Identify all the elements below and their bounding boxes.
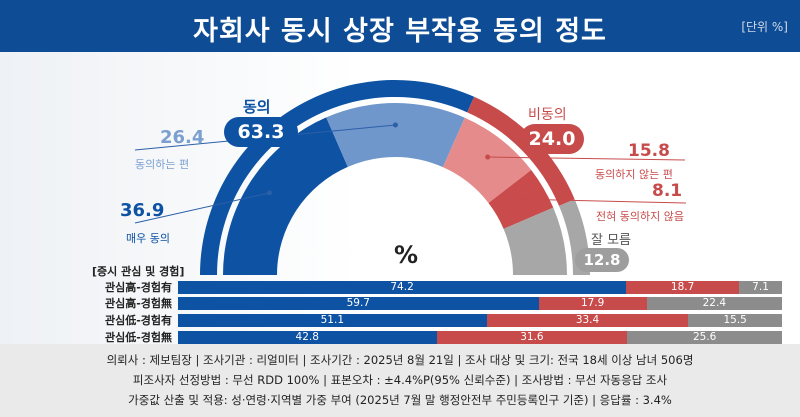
seg-agree: 74.2: [178, 281, 627, 294]
disagree-somewhat-label: 동의하지 않는 편: [595, 168, 673, 181]
seg-dontknow: 7.1: [739, 281, 782, 294]
dontknow-label: 잘 모름: [591, 233, 632, 248]
dontknow-value: 12.8: [575, 248, 629, 272]
seg-agree: 42.8: [178, 331, 437, 344]
seg-disagree: 31.6: [436, 331, 628, 344]
disagree-total-label: 비동의: [528, 107, 567, 123]
agree-strong-label: 매우 동의: [126, 232, 170, 245]
header-banner: 자회사 동시 상장 부작용 동의 정도 [단위 %]: [0, 0, 800, 52]
chart-panel: [0, 52, 800, 344]
agree-total-value: 63.3: [224, 117, 298, 147]
slice-disagree-strong: [488, 170, 554, 229]
bar-track: 74.2 18.7 7.1: [178, 281, 782, 294]
agree-total-label: 동의: [243, 98, 271, 116]
slice-agree-strong: [223, 117, 348, 276]
percent-sign: %: [394, 241, 419, 269]
disagree-total-value: 24.0: [520, 124, 584, 154]
leader-disagree-somewhat: [487, 156, 686, 161]
footer-line-3: 가중값 산출 및 적용: 성·연령·지역별 가중 부여 (2025년 7월 말 …: [128, 393, 672, 407]
bar-category-label: 관심高-경험無: [104, 297, 172, 310]
slice-disagree-somewhat: [442, 117, 532, 203]
seg-dontknow: 22.4: [646, 297, 782, 310]
slice-dontknow: [503, 207, 567, 275]
bars-title: [증시 관심 및 경험]: [92, 265, 185, 278]
seg-agree: 51.1: [178, 314, 487, 327]
seg-dontknow: 25.6: [627, 331, 782, 344]
bar-category-label: 관심低-경험無: [104, 331, 172, 344]
footer-line-2: 피조사자 선정방법 : 무선 RDD 100% | 표본오차 : ±4.4%P(…: [132, 373, 668, 387]
disagree-strong-label: 전혀 동의하지 않음: [596, 210, 684, 223]
disagree-somewhat-value: 15.8: [628, 141, 670, 161]
disagree-strong-value: 8.1: [652, 181, 683, 201]
bar-category-label: 관심低-경험有: [104, 314, 172, 327]
seg-disagree: 33.4: [486, 314, 689, 327]
bar-track: 42.8 31.6 25.6: [178, 331, 782, 344]
survey-footer: 의뢰사 : 제보팀장 | 조사기관 : 리얼미터 | 조사기간 : 2025년 …: [0, 344, 800, 417]
seg-disagree: 18.7: [626, 281, 740, 294]
seg-agree: 59.7: [178, 297, 539, 310]
agree-somewhat-label: 동의하는 편: [135, 158, 190, 171]
unit-label: [단위 %]: [741, 20, 788, 34]
outer-arc-disagree: [467, 96, 575, 206]
leader-disagree-strong: [524, 198, 687, 204]
bar-track: 59.7 17.9 22.4: [178, 297, 782, 310]
leader-agree-strong: [134, 192, 270, 224]
seg-disagree: 17.9: [538, 297, 647, 310]
bar-track: 51.1 33.4 15.5: [178, 314, 782, 327]
seg-dontknow: 15.5: [688, 314, 782, 327]
bar-category-label: 관심高-경험有: [104, 281, 172, 294]
slice-agree-somewhat: [326, 102, 465, 168]
footer-line-1: 의뢰사 : 제보팀장 | 조사기관 : 리얼미터 | 조사기간 : 2025년 …: [106, 353, 694, 367]
agree-somewhat-value: 26.4: [160, 127, 205, 148]
chart-title: 자회사 동시 상장 부작용 동의 정도: [193, 16, 607, 47]
agree-strong-value: 36.9: [120, 200, 165, 221]
